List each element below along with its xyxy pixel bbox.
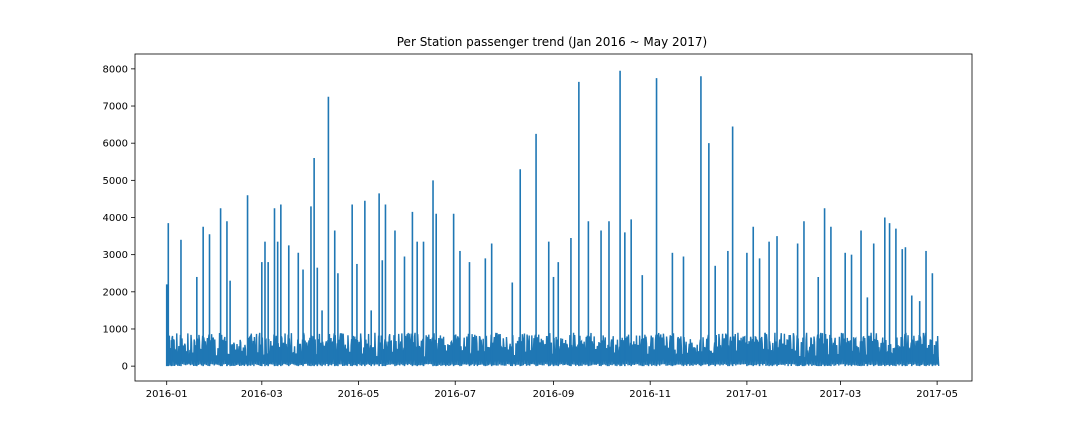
y-tick-label: 2000 <box>103 287 128 298</box>
chart-title: Per Station passenger trend (Jan 2016 ~ … <box>397 35 707 49</box>
y-tick-label: 1000 <box>103 324 128 335</box>
x-tick-label: 2016-01 <box>146 389 188 400</box>
x-tick-label: 2017-05 <box>916 389 958 400</box>
x-tick-label: 2017-03 <box>820 389 862 400</box>
y-tick-label: 6000 <box>103 139 128 150</box>
x-tick-label: 2016-11 <box>629 389 671 400</box>
y-tick-label: 4000 <box>103 213 128 224</box>
x-tick-label: 2016-07 <box>434 389 476 400</box>
x-tick-label: 2016-03 <box>241 389 283 400</box>
y-tick-label: 7000 <box>103 102 128 113</box>
x-tick-label: 2016-09 <box>533 389 575 400</box>
y-axis: 0 1000 2000 3000 4000 5000 6000 7000 8000 <box>103 64 135 373</box>
y-tick-label: 0 <box>122 362 128 373</box>
plot-area <box>165 70 940 367</box>
x-tick-label: 2016-05 <box>338 389 380 400</box>
x-axis: 2016-01 2016-03 2016-05 2016-07 2016-09 2016-… <box>146 381 958 400</box>
y-tick-label: 8000 <box>103 64 128 75</box>
series-0 <box>165 70 940 367</box>
x-tick-label: 2017-01 <box>726 389 768 400</box>
y-tick-label: 3000 <box>103 250 128 261</box>
y-tick-label: 5000 <box>103 176 128 187</box>
